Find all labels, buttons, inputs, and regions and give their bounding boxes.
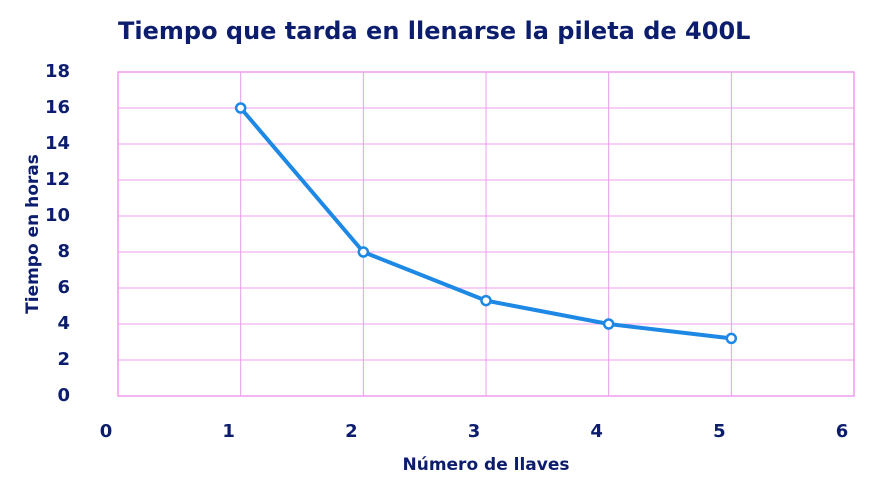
chart-title: Tiempo que tarda en llenarse la pileta d… bbox=[118, 17, 750, 45]
x-tick-label: 2 bbox=[345, 421, 358, 442]
x-tick-label: 0 bbox=[100, 421, 113, 442]
y-axis-label: Tiempo en horas bbox=[23, 154, 43, 314]
x-tick-label: 1 bbox=[222, 421, 235, 442]
y-tick-label: 18 bbox=[45, 61, 70, 82]
y-tick-label: 4 bbox=[57, 313, 70, 334]
y-tick-label: 8 bbox=[57, 241, 70, 262]
x-tick-label: 6 bbox=[836, 421, 849, 442]
data-point bbox=[602, 318, 615, 330]
y-tick-label: 2 bbox=[57, 349, 70, 370]
x-tick-label: 4 bbox=[590, 421, 603, 442]
y-tick-label: 6 bbox=[57, 277, 70, 298]
data-point bbox=[234, 102, 247, 114]
y-tick-label: 12 bbox=[45, 169, 70, 190]
y-tick-label: 0 bbox=[57, 385, 70, 406]
x-tick-label: 3 bbox=[468, 421, 481, 442]
y-tick-label: 10 bbox=[45, 205, 70, 226]
x-tick-label: 5 bbox=[713, 421, 726, 442]
y-tick-label: 14 bbox=[45, 133, 70, 154]
data-point bbox=[480, 294, 492, 307]
y-tick-label: 16 bbox=[45, 97, 70, 118]
x-axis-label: Número de llaves bbox=[402, 455, 569, 475]
data-point bbox=[725, 332, 738, 345]
data-point bbox=[357, 246, 370, 258]
